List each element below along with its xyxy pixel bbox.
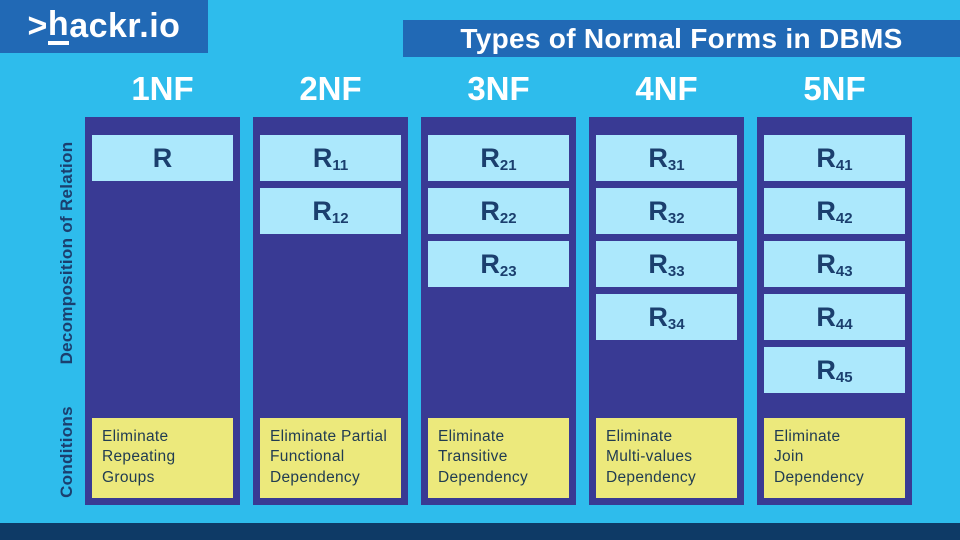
relation-subscript: 43 xyxy=(835,262,853,280)
condition-box-4nf: Eliminate Multi-values Dependency xyxy=(596,418,737,498)
column-2nf: 2NF R 11 R 12 Eliminate Partial Functional De… xyxy=(253,70,408,505)
relation-box-r11: R 11 xyxy=(260,135,401,181)
relation-box-r22: R 22 xyxy=(428,188,569,234)
relation-box-r43: R 43 xyxy=(764,241,905,287)
relation-subscript: 34 xyxy=(667,315,685,333)
relation-subscript: 12 xyxy=(331,209,349,227)
side-label-decomposition: Decomposition of Relation xyxy=(57,141,76,365)
relation-symbol: R xyxy=(480,248,500,279)
logo-first-letter: h xyxy=(47,5,70,45)
relation-subscript: 23 xyxy=(499,262,517,280)
relation-symbol: R xyxy=(816,248,836,279)
column-4nf: 4NF R 31 R 32 R 33 R 34 Eliminate Multi-values De… xyxy=(589,70,744,505)
relations-list-3nf: R 21 R 22 R 23 xyxy=(421,117,576,287)
condition-box-3nf: Eliminate Transitive Dependency xyxy=(428,418,569,498)
footer-bar xyxy=(0,523,960,540)
relation-subscript: 45 xyxy=(835,368,853,386)
relation-symbol: R xyxy=(816,354,836,385)
relation-symbol: R xyxy=(648,195,668,226)
column-5nf: 5NF R 41 R 42 R 43 R 44 R 45 Eliminate Join Depende… xyxy=(757,70,912,505)
page-title-text: Types of Normal Forms in DBMS xyxy=(460,22,903,54)
relation-box-r44: R 44 xyxy=(764,294,905,340)
relation-subscript: 21 xyxy=(499,156,517,174)
relation-symbol: R xyxy=(312,142,333,173)
relation-symbol: R xyxy=(480,195,500,226)
relation-symbol: R xyxy=(816,195,836,226)
hackr-logo: > h ackr.io xyxy=(0,0,208,53)
relation-symbol: R xyxy=(312,195,332,226)
relation-subscript: 42 xyxy=(835,209,853,227)
relation-box-r: R xyxy=(92,135,233,181)
relation-box-r34: R 34 xyxy=(596,294,737,340)
relation-box-r33: R 33 xyxy=(596,241,737,287)
column-header-2nf: 2NF xyxy=(299,70,362,107)
relation-subscript: 33 xyxy=(667,262,685,280)
relation-symbol: R xyxy=(480,142,500,173)
relation-symbol: R xyxy=(816,301,836,332)
column-header-5nf: 5NF xyxy=(803,70,866,107)
relation-subscript: 32 xyxy=(667,209,685,227)
relation-box-r45: R 45 xyxy=(764,347,905,393)
relation-subscript: 44 xyxy=(835,315,853,333)
relation-subscript: 11 xyxy=(332,156,349,174)
column-1nf: 1NF R Eliminate Repeating Groups xyxy=(85,70,240,505)
relation-subscript: 31 xyxy=(667,156,685,174)
relations-list-1nf: R xyxy=(85,117,240,181)
column-header-3nf: 3NF xyxy=(467,70,530,107)
relation-box-r32: R 32 xyxy=(596,188,737,234)
condition-box-1nf: Eliminate Repeating Groups xyxy=(92,418,233,498)
relation-box-r41: R 41 xyxy=(764,135,905,181)
relation-box-r12: R 12 xyxy=(260,188,401,234)
relation-symbol: R xyxy=(648,142,668,173)
side-label-conditions: Conditions xyxy=(57,406,76,498)
logo-rest: ackr.io xyxy=(69,7,181,45)
relation-symbol: R xyxy=(816,142,836,173)
relations-list-2nf: R 11 R 12 xyxy=(253,117,408,234)
page-title: Types of Normal Forms in DBMS xyxy=(403,20,960,57)
column-header-4nf: 4NF xyxy=(635,70,698,107)
relation-box-r23: R 23 xyxy=(428,241,569,287)
relation-subscript: 41 xyxy=(835,156,853,174)
relations-list-4nf: R 31 R 32 R 33 R 34 xyxy=(589,117,744,340)
relations-list-5nf: R 41 R 42 R 43 R 44 R 45 xyxy=(757,117,912,393)
logo-prompt-glyph: > xyxy=(27,7,48,45)
relation-box-r21: R 21 xyxy=(428,135,569,181)
relation-box-r42: R 42 xyxy=(764,188,905,234)
column-header-1nf: 1NF xyxy=(131,70,194,107)
column-3nf: 3NF R 21 R 22 R 23 Eliminate Transitive Depende… xyxy=(421,70,576,505)
condition-box-2nf: Eliminate Partial Functional Dependency xyxy=(260,418,401,498)
relation-symbol: R xyxy=(648,301,668,332)
relation-subscript: 22 xyxy=(499,209,517,227)
relation-box-r31: R 31 xyxy=(596,135,737,181)
relation-symbol: R xyxy=(152,142,173,173)
relation-symbol: R xyxy=(648,248,668,279)
condition-box-5nf: Eliminate Join Dependency xyxy=(764,418,905,498)
